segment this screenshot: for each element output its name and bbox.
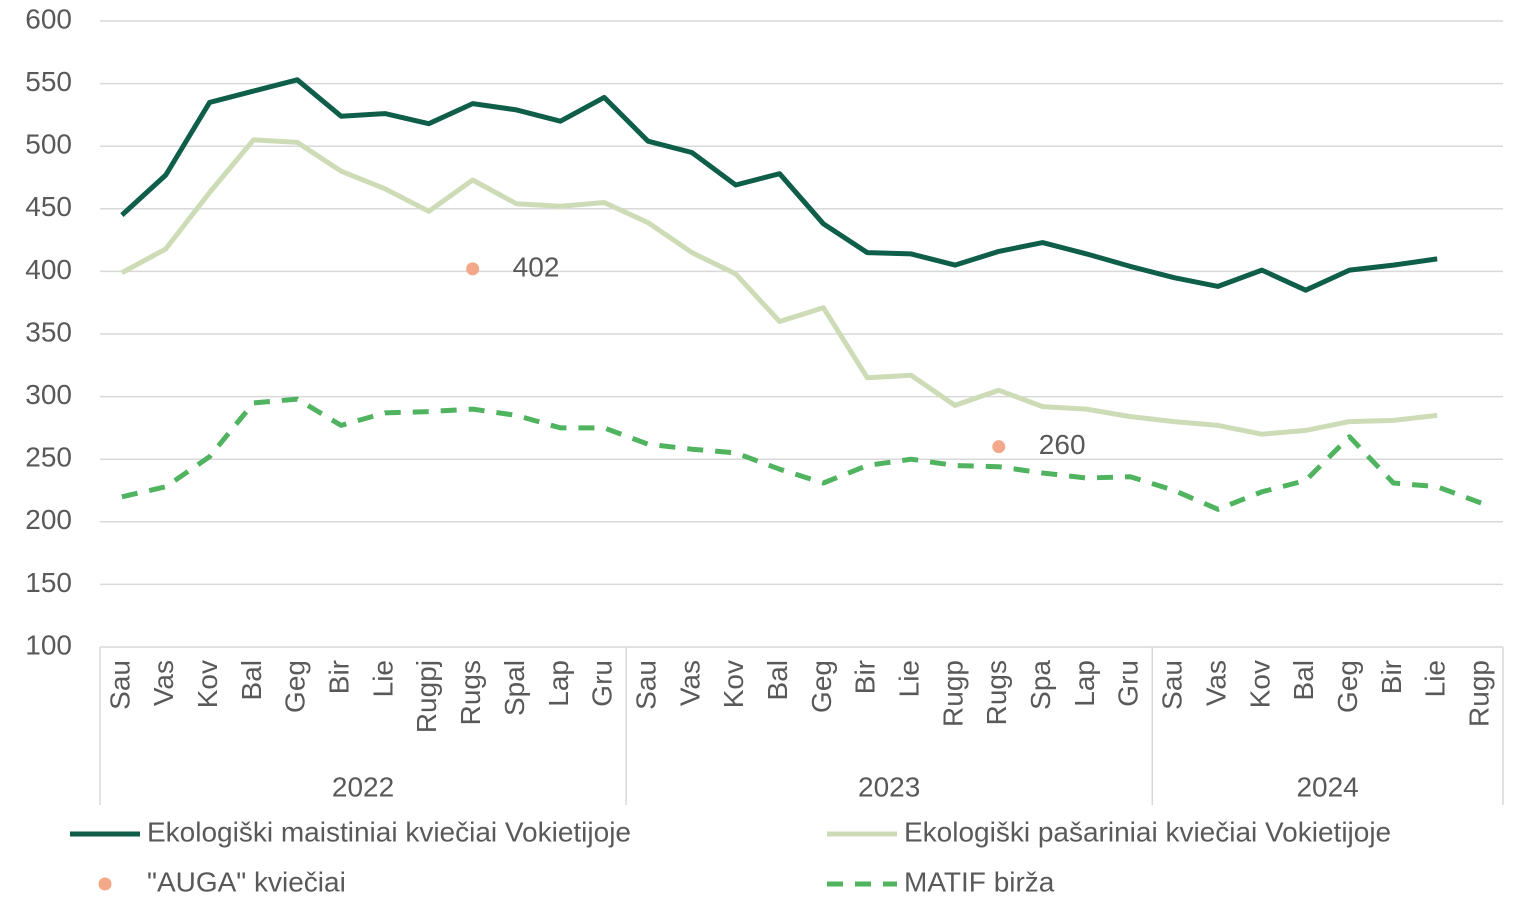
x-tick-label: Lie — [1420, 660, 1451, 697]
legend-label: MATIF birža — [904, 866, 1055, 897]
x-tick-label: Sau — [1157, 660, 1188, 710]
data-point — [466, 262, 480, 276]
x-tick-label: Lie — [894, 660, 925, 697]
y-tick-label: 300 — [25, 379, 72, 410]
y-tick-label: 350 — [25, 316, 72, 347]
x-tick-label: Geg — [806, 660, 837, 713]
x-tick-label: Vas — [148, 660, 179, 706]
x-tick-label: Spa — [1025, 660, 1056, 710]
x-tick-label: Rugp — [1463, 660, 1494, 727]
series-line — [120, 137, 1438, 437]
x-tick-label: Bir — [324, 660, 355, 694]
x-tick-label: Rugs — [455, 660, 486, 725]
x-tick-label: Geg — [1332, 660, 1363, 713]
x-tick-label: Vas — [1200, 660, 1231, 706]
y-tick-label: 200 — [25, 504, 72, 535]
x-tick-label: Bal — [236, 660, 267, 700]
x-tick-label: Rugp — [937, 660, 968, 727]
legend-label: "AUGA" kviečiai — [147, 866, 346, 897]
x-tick-label: Rugs — [981, 660, 1012, 725]
y-tick-label: 100 — [25, 629, 72, 660]
x-tick-label: Bir — [850, 660, 881, 694]
data-point — [992, 440, 1006, 454]
x-tick-label: Sau — [104, 660, 135, 710]
x-tick-label: Gru — [587, 660, 618, 707]
series-line — [120, 77, 1438, 293]
legend-label: Ekologiški maistiniai kviečiai Vokietijo… — [147, 816, 631, 847]
data-label: 260 — [1039, 429, 1086, 460]
data-label: 402 — [513, 251, 560, 282]
series-line — [121, 396, 1482, 512]
x-tick-label: Sau — [630, 660, 661, 710]
x-group-label: 2024 — [1296, 771, 1358, 802]
x-group-label: 2022 — [332, 771, 394, 802]
x-tick-label: Geg — [280, 660, 311, 713]
x-tick-label: Kov — [1244, 660, 1275, 708]
x-tick-label: Spal — [499, 660, 530, 716]
x-tick-label: Rugpj — [411, 660, 442, 733]
x-tick-label: Bal — [1288, 660, 1319, 700]
y-tick-label: 400 — [25, 254, 72, 285]
x-tick-label: Gru — [1113, 660, 1144, 707]
y-tick-label: 550 — [25, 66, 72, 97]
x-tick-label: Kov — [192, 660, 223, 708]
x-tick-label: Lap — [543, 660, 574, 707]
x-tick-label: Lie — [367, 660, 398, 697]
x-tick-label: Vas — [674, 660, 705, 706]
x-tick-label: Bir — [1376, 660, 1407, 694]
legend-label: Ekologiški pašariniai kviečiai Vokietijo… — [904, 816, 1391, 847]
y-tick-label: 450 — [25, 191, 72, 222]
x-tick-label: Lap — [1069, 660, 1100, 707]
y-tick-label: 600 — [25, 3, 72, 34]
y-tick-label: 500 — [25, 129, 72, 160]
x-group-label: 2023 — [858, 771, 920, 802]
x-tick-label: Kov — [718, 660, 749, 708]
y-tick-label: 250 — [25, 442, 72, 473]
legend-marker — [98, 877, 112, 891]
y-tick-label: 150 — [25, 567, 72, 598]
x-tick-label: Bal — [762, 660, 793, 700]
